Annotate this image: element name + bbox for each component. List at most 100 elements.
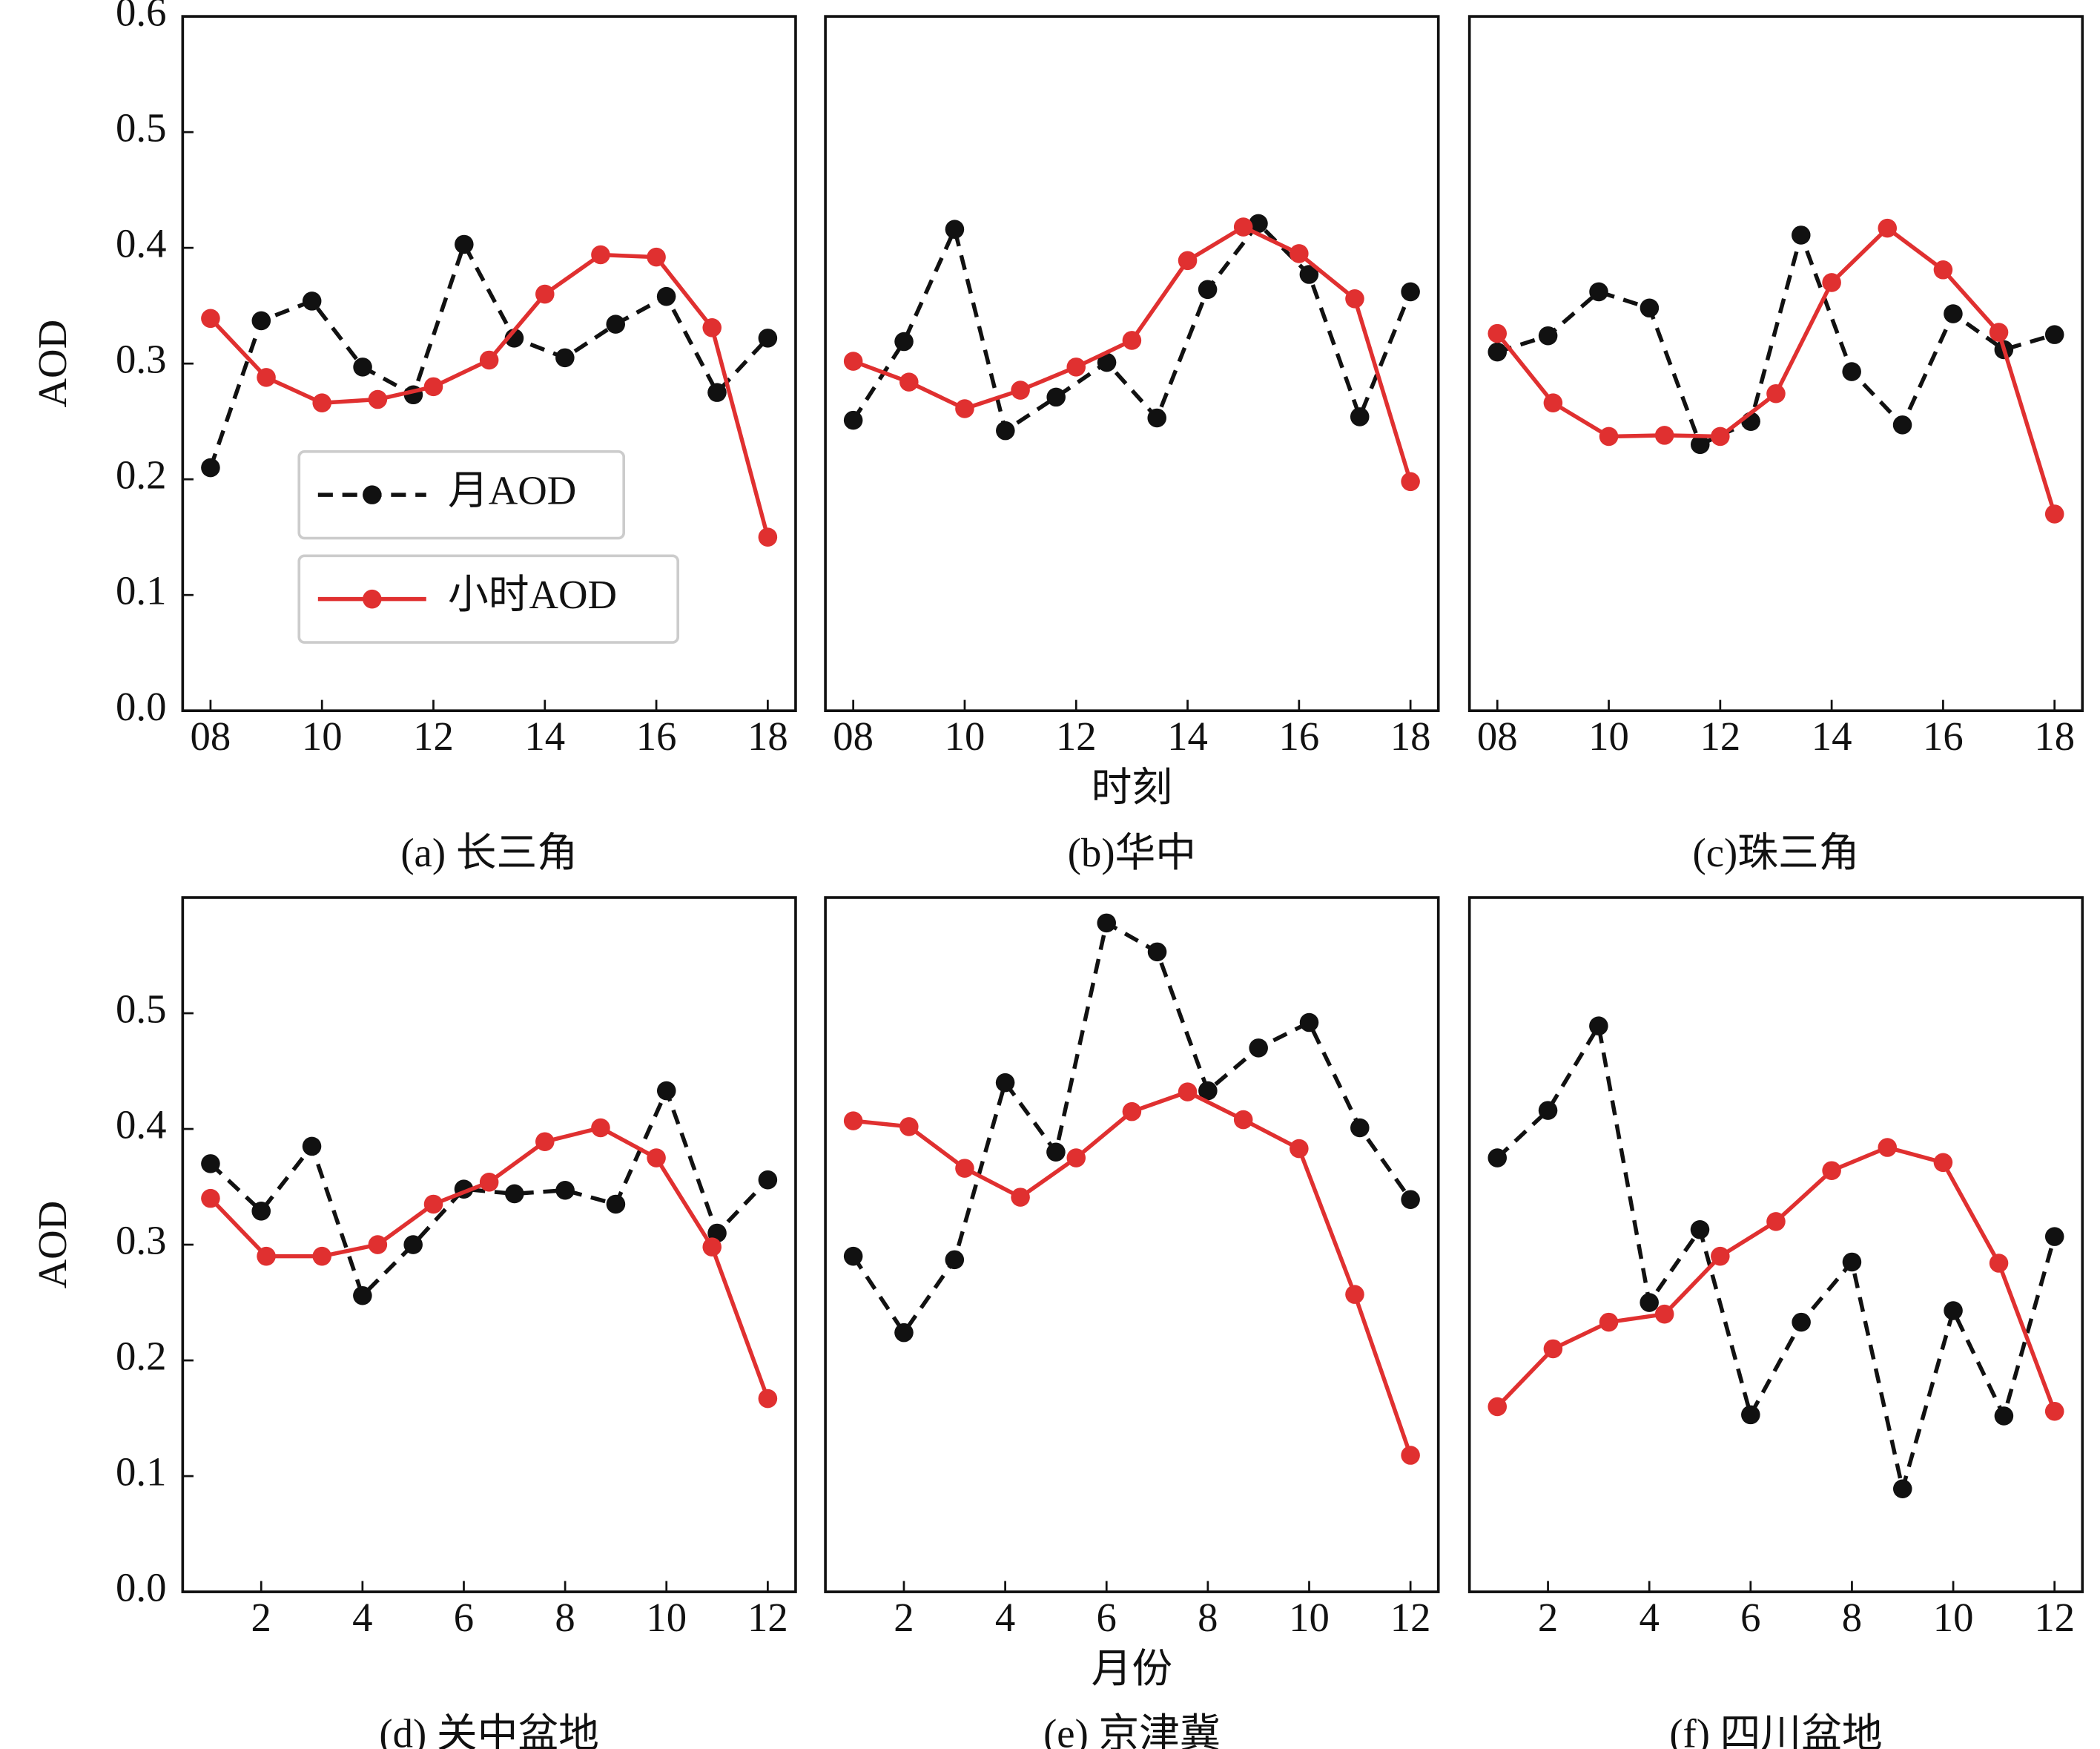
data-point xyxy=(201,1154,220,1173)
data-point xyxy=(1944,1301,1963,1320)
series-line xyxy=(1496,228,2056,448)
data-point xyxy=(1741,1405,1760,1425)
data-point xyxy=(353,1285,372,1305)
x-tick-label: 14 xyxy=(524,714,565,759)
series-line xyxy=(851,220,1413,435)
data-point xyxy=(1538,1101,1558,1120)
data-point xyxy=(1878,1138,1898,1157)
data-point xyxy=(1290,244,1309,263)
data-point xyxy=(1711,1246,1730,1266)
data-point xyxy=(1822,1161,1841,1180)
data-point xyxy=(1290,1139,1309,1159)
x-tick-label: 6 xyxy=(454,1595,474,1640)
data-point xyxy=(1488,323,1508,343)
x-tick-label: 12 xyxy=(2034,1595,2075,1640)
axes-frame xyxy=(1467,15,2084,713)
series-line xyxy=(1496,1020,2057,1490)
data-point xyxy=(656,1081,676,1101)
x-tick-label: 12 xyxy=(747,1595,788,1640)
x-tick-label: 6 xyxy=(1740,1595,1760,1640)
data-point xyxy=(302,292,322,311)
data-point xyxy=(2044,1401,2064,1421)
x-tick-label: 12 xyxy=(413,714,454,759)
data-point xyxy=(1792,1312,1811,1332)
axes-frame xyxy=(824,896,1440,1593)
data-point xyxy=(1599,426,1619,447)
panel: 08 10 12 14 16 18 时刻 (b)华中 xyxy=(824,15,1440,875)
data-point xyxy=(591,245,610,265)
data-point xyxy=(1994,1406,2014,1426)
x-tick-label: 16 xyxy=(636,714,677,759)
data-point xyxy=(1299,265,1319,284)
data-point xyxy=(201,458,220,478)
data-point xyxy=(1543,393,1563,412)
y-tick-label: 0.6 xyxy=(116,0,166,35)
data-point xyxy=(1066,1148,1086,1167)
data-point xyxy=(647,1148,666,1167)
data-point xyxy=(1690,1220,1710,1239)
x-tick-label: 16 xyxy=(1923,714,1964,759)
data-point xyxy=(843,1111,863,1130)
data-point xyxy=(955,1159,974,1178)
series-line xyxy=(851,920,1413,1337)
x-tick-label: 10 xyxy=(1289,1595,1330,1640)
data-point xyxy=(1198,1081,1218,1101)
data-point xyxy=(1822,273,1841,292)
y-tick-label: 0.2 xyxy=(116,452,166,498)
y-tick-label: 0.1 xyxy=(116,1449,166,1495)
x-tick-label: 2 xyxy=(894,1595,914,1640)
data-point xyxy=(1538,326,1558,346)
data-point xyxy=(1933,260,1953,280)
data-point xyxy=(1488,1148,1508,1167)
data-point xyxy=(535,284,555,304)
data-point xyxy=(995,1073,1015,1093)
data-point xyxy=(1543,1339,1563,1359)
x-tick-label: 08 xyxy=(191,714,231,759)
data-point xyxy=(1097,913,1117,933)
data-point xyxy=(1249,214,1268,234)
data-point xyxy=(1122,331,1142,350)
data-point xyxy=(1599,1312,1619,1332)
series-line xyxy=(209,1085,770,1300)
y-tick-label: 0.1 xyxy=(116,568,166,613)
axes-frame xyxy=(1467,896,2084,1593)
legend-label: 小时AOD xyxy=(448,572,617,617)
x-tick-label: 10 xyxy=(1588,714,1629,759)
caption: (f) 四川盆地 xyxy=(1669,1711,1882,1749)
data-point xyxy=(606,1194,626,1214)
data-point xyxy=(945,220,965,239)
data-point xyxy=(1401,1446,1420,1465)
y-tick-label: 0.5 xyxy=(116,105,166,151)
data-point xyxy=(843,1246,863,1266)
y-tick-label: 0.3 xyxy=(116,1218,166,1263)
data-point xyxy=(2044,1227,2064,1246)
data-point xyxy=(1640,1293,1659,1312)
data-point xyxy=(403,1235,423,1254)
x-axis-label: 时刻 xyxy=(1092,765,1172,810)
data-point xyxy=(1097,352,1117,372)
legend-marker xyxy=(363,485,382,504)
caption: (a) 长三角 xyxy=(400,830,578,875)
data-point xyxy=(251,311,271,331)
panel: 2 4 6 8 10 12 月份 (e) 京津冀 xyxy=(824,896,1440,1749)
y-tick-label: 0.3 xyxy=(116,337,166,382)
data-point xyxy=(423,377,443,397)
data-point xyxy=(1654,426,1674,445)
panel: 2 4 6 8 10 12 0.0 0.1 0.2 0.3 0.4 0.5 AOD (d) 关中盆地 xyxy=(30,896,797,1749)
data-point xyxy=(455,234,474,254)
data-point xyxy=(1299,1012,1319,1032)
y-tick-label: 0.0 xyxy=(116,684,166,729)
data-point xyxy=(1066,358,1086,377)
data-point xyxy=(843,352,863,371)
data-point xyxy=(1046,1142,1066,1162)
panel: 08 10 12 14 16 18 0.0 0.1 0.2 0.3 0.4 0.5 0.6 AOD (a) … xyxy=(30,0,797,875)
data-point xyxy=(1488,1397,1508,1417)
data-point xyxy=(1766,383,1786,404)
x-tick-label: 08 xyxy=(833,714,874,759)
data-point xyxy=(1989,323,2009,342)
data-point xyxy=(899,1117,919,1136)
data-point xyxy=(1345,289,1364,309)
data-point xyxy=(201,309,220,329)
data-point xyxy=(1842,1252,1862,1272)
